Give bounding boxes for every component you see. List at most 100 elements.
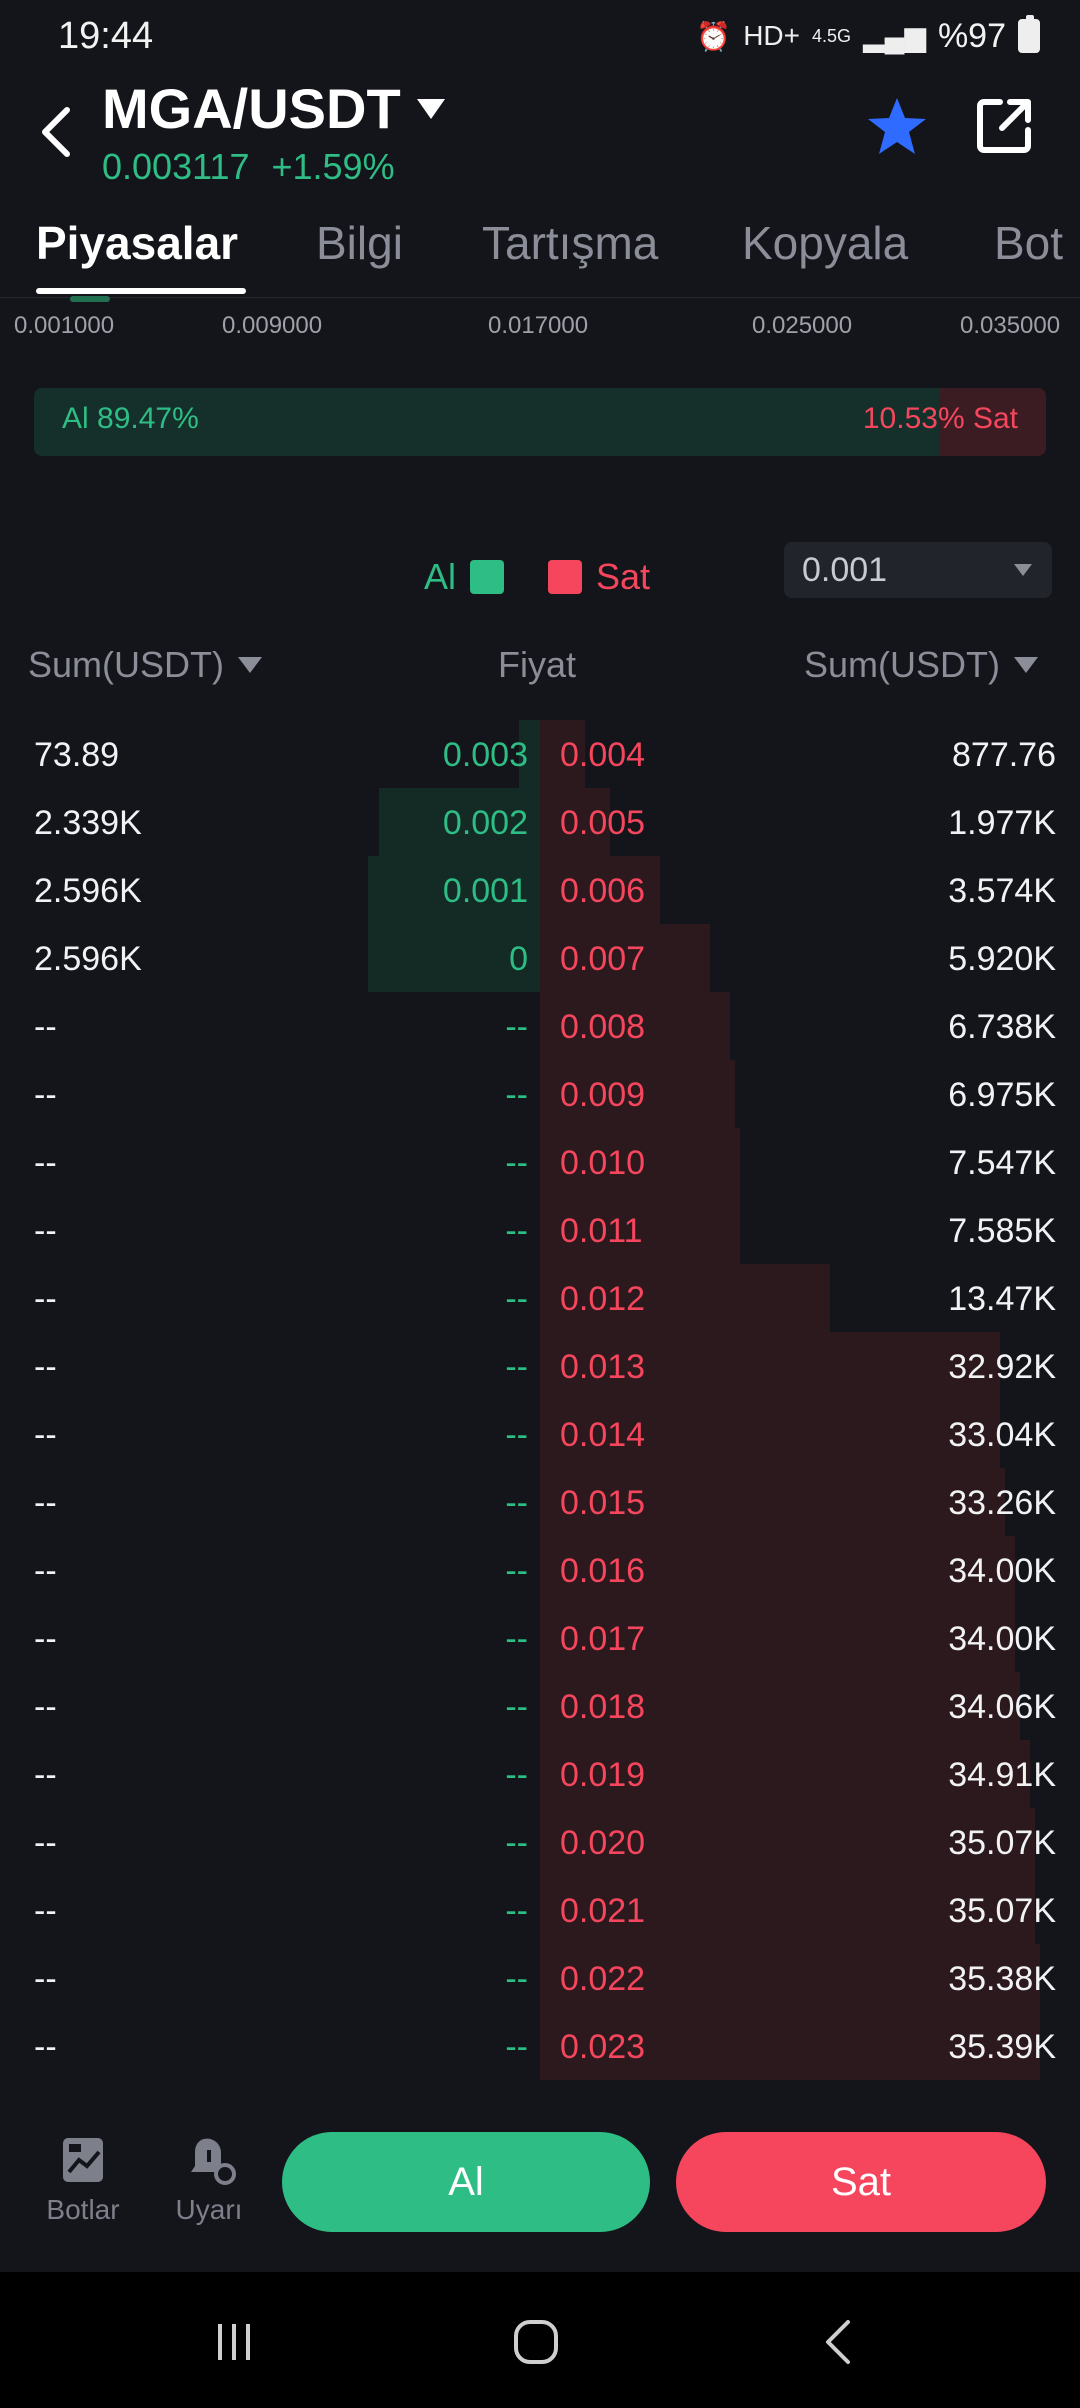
price-line: 0.003117 +1.59%	[102, 146, 395, 188]
order-book-row[interactable]: -- -- 0.008 6.738K	[0, 992, 1080, 1060]
order-book-row[interactable]: -- -- 0.015 33.26K	[0, 1468, 1080, 1536]
order-book-row[interactable]: -- -- 0.018 34.06K	[0, 1672, 1080, 1740]
sell-depth-bar	[540, 1740, 1030, 1808]
network-type-icon: 4.5G	[812, 25, 852, 46]
order-book-row[interactable]: -- -- 0.020 35.07K	[0, 1808, 1080, 1876]
order-book-row[interactable]: -- -- 0.009 6.975K	[0, 1060, 1080, 1128]
sell-sum-header[interactable]: Sum(USDT)	[804, 644, 1038, 686]
share-button[interactable]	[974, 96, 1034, 156]
buy-price: --	[505, 1008, 528, 1046]
sell-price: 0.016	[560, 1552, 646, 1590]
buy-sum-header[interactable]: Sum(USDT)	[28, 644, 262, 686]
order-book-row[interactable]: -- -- 0.016 34.00K	[0, 1536, 1080, 1604]
depth-chart-axis: 0.001000 0.009000 0.017000 0.025000 0.03…	[0, 312, 1080, 348]
order-book-row[interactable]: 2.596K 0.001 0.006 3.574K	[0, 856, 1080, 924]
bots-label: Botlar	[46, 2194, 120, 2225]
share-icon	[977, 99, 1031, 153]
buy-price: --	[505, 1892, 528, 1930]
order-book-row[interactable]: -- -- 0.022 35.38K	[0, 1944, 1080, 2012]
buy-sum: --	[34, 2028, 57, 2066]
sell-price: 0.014	[560, 1416, 646, 1454]
signal-icon: ▂▄▆	[863, 20, 926, 52]
order-book-row[interactable]: -- -- 0.013 32.92K	[0, 1332, 1080, 1400]
buy-sum: --	[34, 1144, 57, 1182]
buy-sell-ratio-bar	[34, 388, 1046, 456]
buy-sum: 2.596K	[34, 872, 142, 910]
system-back-button[interactable]	[800, 2312, 880, 2372]
buy-price: --	[505, 1824, 528, 1862]
sell-depth-bar	[540, 1196, 740, 1264]
pair-title: MGA/USDT	[102, 77, 401, 140]
buy-sum: --	[34, 1076, 57, 1114]
sell-sum: 34.91K	[948, 1756, 1056, 1794]
buy-depth-bar	[368, 924, 540, 992]
sell-sum: 3.574K	[948, 872, 1056, 910]
home-button[interactable]	[496, 2312, 576, 2372]
buy-sum: --	[34, 1008, 57, 1046]
order-book-row[interactable]: 2.339K 0.002 0.005 1.977K	[0, 788, 1080, 856]
legend-sell-swatch	[548, 560, 583, 594]
sell-button[interactable]: Sat	[676, 2132, 1046, 2232]
sell-price: 0.020	[560, 1824, 646, 1862]
sell-depth-bar	[540, 2012, 1040, 2080]
sell-price: 0.022	[560, 1960, 646, 1998]
sell-ratio-fill	[939, 388, 1046, 456]
precision-select[interactable]: 0.001	[784, 542, 1052, 598]
chevron-down-icon	[238, 657, 262, 673]
buy-price: 0	[509, 940, 528, 978]
bots-button[interactable]: Botlar	[28, 2132, 138, 2226]
buy-sum: --	[34, 1824, 57, 1862]
sell-price: 0.017	[560, 1620, 646, 1658]
sell-price: 0.008	[560, 1008, 646, 1046]
order-book-row[interactable]: -- -- 0.011 7.585K	[0, 1196, 1080, 1264]
buy-sum: --	[34, 1960, 57, 1998]
order-book-row[interactable]: -- -- 0.023 35.39K	[0, 2012, 1080, 2080]
back-button[interactable]	[30, 102, 80, 162]
order-book-row[interactable]: -- -- 0.012 13.47K	[0, 1264, 1080, 1332]
sell-depth-bar	[540, 720, 585, 788]
order-book-row[interactable]: -- -- 0.010 7.547K	[0, 1128, 1080, 1196]
order-book-row[interactable]: -- -- 0.019 34.91K	[0, 1740, 1080, 1808]
buy-sum: --	[34, 1280, 57, 1318]
recent-apps-button[interactable]	[194, 2312, 274, 2372]
buy-price: 0.001	[442, 872, 528, 910]
status-icons: ⏰ HD+ 4.5G ▂▄▆ %97	[696, 15, 1040, 56]
favorite-button[interactable]	[864, 94, 930, 160]
back-icon	[826, 2320, 850, 2364]
status-time: 19:44	[58, 14, 154, 57]
last-price: 0.003117	[102, 146, 250, 187]
tab-info[interactable]: Bilgi	[316, 217, 403, 269]
active-tab-indicator	[36, 288, 246, 294]
sell-price: 0.018	[560, 1688, 646, 1726]
tab-discussion[interactable]: Tartışma	[482, 217, 659, 269]
buy-price: --	[505, 1416, 528, 1454]
buy-price: --	[505, 1212, 528, 1250]
buy-sum: --	[34, 1416, 57, 1454]
order-book-row[interactable]: -- -- 0.021 35.07K	[0, 1876, 1080, 1944]
legend-sell-label: Sat	[596, 556, 651, 597]
order-book-row[interactable]: -- -- 0.014 33.04K	[0, 1400, 1080, 1468]
sell-price: 0.004	[560, 736, 646, 774]
buy-sum: 2.339K	[34, 804, 142, 842]
order-book-row[interactable]: 73.89 0.003 0.004 877.76	[0, 720, 1080, 788]
sell-sum: 5.920K	[948, 940, 1056, 978]
sell-depth-bar	[540, 1944, 1040, 2012]
tab-markets[interactable]: Piyasalar	[36, 217, 239, 269]
status-bar: 19:44 ⏰ HD+ 4.5G ▂▄▆ %97	[0, 0, 1080, 72]
chevron-down-icon	[1014, 657, 1038, 673]
sell-depth-bar	[540, 1332, 1000, 1400]
sell-depth-bar	[540, 924, 710, 992]
pair-header: MGA/USDT 0.003117 +1.59%	[0, 72, 1080, 202]
sell-sum: 6.738K	[948, 1008, 1056, 1046]
order-book-row[interactable]: 2.596K 0 0.007 5.920K	[0, 924, 1080, 992]
sell-sum: 1.977K	[948, 804, 1056, 842]
pair-selector[interactable]: MGA/USDT	[102, 76, 445, 141]
tab-bot[interactable]: Bot	[994, 217, 1064, 269]
price-change: +1.59%	[271, 146, 395, 187]
buy-button[interactable]: Al	[282, 2132, 650, 2232]
sell-sum: 877.76	[952, 736, 1056, 774]
hd-voice-icon: HD+	[743, 20, 800, 51]
tab-copy[interactable]: Kopyala	[742, 217, 909, 269]
order-book-row[interactable]: -- -- 0.017 34.00K	[0, 1604, 1080, 1672]
alerts-button[interactable]: Uyarı	[154, 2132, 264, 2226]
